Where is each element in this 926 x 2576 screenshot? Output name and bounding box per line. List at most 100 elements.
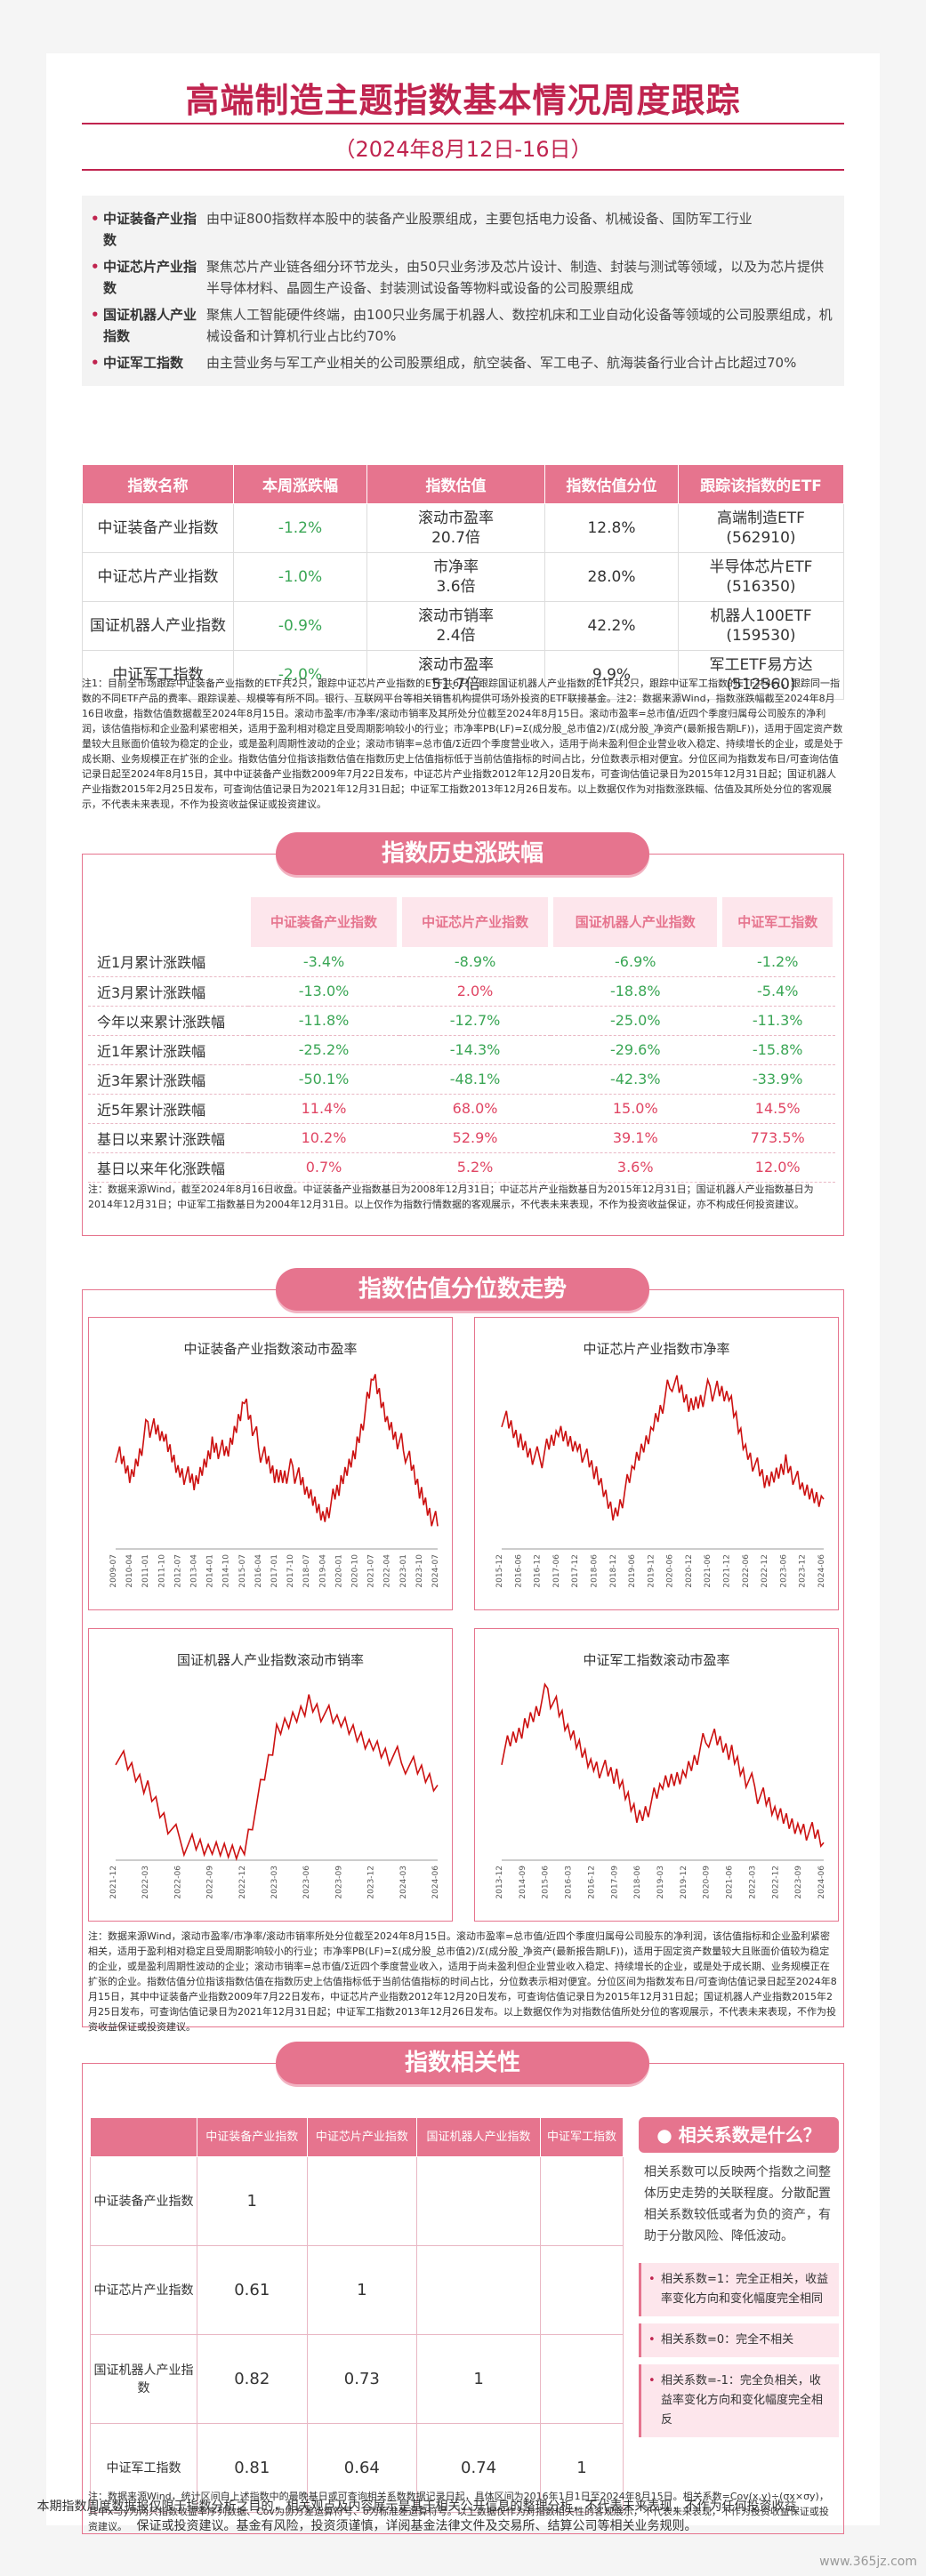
change-value: -18.8%: [551, 976, 721, 1007]
correlation-value: 1: [306, 2245, 418, 2335]
change-value: -8.9%: [399, 947, 552, 977]
x-tick-label: 2021-06: [704, 1554, 713, 1588]
index-name: 中证装备产业指数: [82, 503, 234, 553]
x-tick-label: 2017-06: [552, 1554, 561, 1588]
valuation-table: 指数名称 本周涨跌幅 指数估值 指数估值分位 跟踪该指数的ETF 中证装备产业指…: [82, 464, 844, 700]
row-label: 中证军工指数: [90, 2423, 197, 2513]
x-tick-label: 2014-09: [519, 1866, 527, 1899]
weekly-change: -0.9%: [233, 601, 367, 651]
intro-name: 中证芯片产业指数: [91, 256, 206, 299]
change-value: 0.7%: [248, 1152, 400, 1183]
correlation-value: 0.74: [416, 2423, 541, 2513]
change-value: -3.4%: [248, 947, 400, 977]
intro-desc: 聚焦芯片产业链各细分环节龙头，由50只业务涉及芯片设计、制造、封装与测试等领域，…: [206, 259, 825, 296]
explainer-title: ● 相关系数是什么？: [639, 2117, 839, 2153]
change-value: 10.2%: [248, 1123, 400, 1153]
x-tick-label: 2018-06: [590, 1554, 599, 1588]
intro-desc: 聚焦人工智能硬件终端，由100只业务属于机器人、数控机床和工业自动化设备等领域的…: [206, 307, 833, 344]
column-header: 指数估值分位: [544, 464, 679, 504]
x-tick-label: 2011-01: [141, 1554, 150, 1588]
weekly-change: -1.2%: [233, 503, 367, 553]
chart-card: 中证芯片产业指数市净率 2015-12 2016-06 2016-12 2017-06 2…: [474, 1317, 839, 1610]
x-tick-label: 2019-12: [680, 1866, 688, 1899]
intro-name: 中证装备产业指数: [91, 208, 206, 251]
x-tick-label: 2019-12: [647, 1554, 656, 1588]
weekly-change: -2.0%: [233, 650, 367, 700]
correlation-value: 0.73: [306, 2334, 418, 2424]
table-header-row: 中证装备产业指数 中证芯片产业指数 国证机器人产业指数 中证军工指数: [90, 2117, 624, 2157]
change-value: 14.5%: [720, 1094, 835, 1124]
valuation-value: 20.7倍: [431, 529, 480, 547]
change-value: -42.3%: [551, 1064, 721, 1095]
index-intro-list: 中证装备产业指数由中证800指数样本股中的装备产业股票组成，主要包括电力设备、机…: [82, 196, 844, 386]
correlation-value: [416, 2156, 541, 2246]
etf-name: 军工ETF易方达: [709, 656, 813, 674]
change-value: -11.8%: [248, 1006, 400, 1036]
x-tick-label: 2017-12: [571, 1554, 580, 1588]
etf-cell: 机器人100ETF (159530): [678, 601, 844, 651]
x-tick-label: 2022-06: [742, 1554, 751, 1588]
x-tick-label: 2023-12: [367, 1866, 376, 1899]
x-tick-label: 2022-03: [748, 1866, 757, 1899]
correlation-value: [539, 2156, 624, 2246]
change-value: -48.1%: [399, 1064, 552, 1095]
valuation-type: 滚动市盈率: [418, 656, 494, 674]
correlation-value: 0.81: [197, 2423, 308, 2513]
valuation-percentile: 28.0%: [544, 552, 679, 602]
change-value: -11.3%: [720, 1006, 835, 1036]
table-row: 国证机器人产业指数 0.82 0.73 1: [90, 2334, 624, 2424]
x-tick-label: 2016-04: [254, 1554, 263, 1588]
etf-code: (159530): [726, 627, 796, 645]
report-page: 高端制造主题指数基本情况周度跟踪 （2024年8月12日-16日） 中证装备产业…: [46, 53, 880, 2534]
intro-name: 国证机器人产业指数: [91, 304, 206, 347]
x-tick-label: 2022-03: [141, 1866, 150, 1899]
change-value: -29.6%: [551, 1035, 721, 1065]
x-tick-label: 2019-04: [318, 1554, 327, 1588]
table-row: 基日以来累计涨跌幅 10.2% 52.9% 39.1% 773.5%: [88, 1123, 835, 1153]
explainer-item: 相关系数=0：完全不相关: [639, 2323, 839, 2357]
column-header: 跟踪该指数的ETF: [678, 464, 844, 504]
row-label: 基日以来年化涨跌幅: [88, 1152, 248, 1183]
x-tick-label: 2024-06: [817, 1554, 826, 1588]
column-header: 本周涨跌幅: [233, 464, 367, 504]
change-value: -12.7%: [399, 1006, 552, 1036]
correlation-value: 0.61: [197, 2245, 308, 2335]
correlation-value: [416, 2245, 541, 2335]
table-row: 近3月累计涨跌幅 -13.0% 2.0% -18.8% -5.4%: [88, 976, 835, 1007]
disclaimer: 本期指数周度数据报仅限于指数分析之目的，相关观点及内容展示是基于相关公开信息的整…: [36, 2500, 797, 2533]
explainer-item: 相关系数=-1：完全负相关，收益率变化方向和变化幅度完全相反: [639, 2364, 839, 2437]
table-row: 中证装备产业指数 -1.2% 滚动市盈率 20.7倍 12.8% 高端制造ETF (…: [82, 503, 844, 553]
corner-cell: [88, 897, 248, 947]
valuation-type: 滚动市销率: [418, 607, 494, 625]
intro-desc: 由中证800指数样本股中的装备产业股票组成，主要包括电力设备、机械设备、国防军工…: [206, 211, 753, 227]
correlation-value: [306, 2156, 418, 2246]
history-footnote: 注：数据来源Wind，截至2024年8月16日收盘。中证装备产业指数基日为200…: [88, 1184, 814, 1210]
x-tick-label: 2022-06: [173, 1866, 182, 1899]
chart-card: 国证机器人产业指数滚动市销率 2021-12 2022-03 2022-06 2022-…: [88, 1628, 453, 1922]
series-line: [501, 1375, 825, 1521]
correlation-value: 1: [197, 2156, 308, 2246]
change-value: -15.8%: [720, 1035, 835, 1065]
x-tick-label: 2019-06: [628, 1554, 637, 1588]
x-tick-label: 2016-06: [514, 1554, 523, 1588]
x-tick-label: 2017-09: [610, 1866, 619, 1899]
row-label: 国证机器人产业指数: [90, 2334, 197, 2424]
change-value: 52.9%: [399, 1123, 552, 1153]
column-header: 中证军工指数: [717, 897, 838, 947]
x-tick-label: 2010-04: [125, 1554, 134, 1588]
x-tick-label: 2020-12: [685, 1554, 694, 1588]
x-tick-label: 2013-04: [190, 1554, 199, 1588]
x-tick-label: 2024-03: [399, 1866, 408, 1899]
column-header: 中证芯片产业指数: [397, 897, 554, 947]
intro-item: 中证装备产业指数由中证800指数样本股中的装备产业股票组成，主要包括电力设备、机…: [91, 208, 833, 251]
valuation-cell: 滚动市销率 2.4倍: [366, 601, 545, 651]
index-name: 中证芯片产业指数: [82, 552, 234, 602]
line-chart: 中证军工指数滚动市盈率 2013-12 2014-09 2015-06 2016-03 2…: [495, 1652, 826, 1899]
etf-code: (516350): [726, 578, 796, 596]
history-table: 中证装备产业指数 中证芯片产业指数 国证机器人产业指数 中证军工指数 近1月累计…: [88, 897, 838, 1183]
x-tick-label: 2023-03: [270, 1866, 279, 1899]
explainer-title-text: 相关系数是什么？: [678, 2124, 821, 2146]
row-label: 中证芯片产业指数: [90, 2245, 197, 2335]
change-value: 11.4%: [248, 1094, 400, 1124]
etf-name: 机器人100ETF: [710, 607, 812, 625]
